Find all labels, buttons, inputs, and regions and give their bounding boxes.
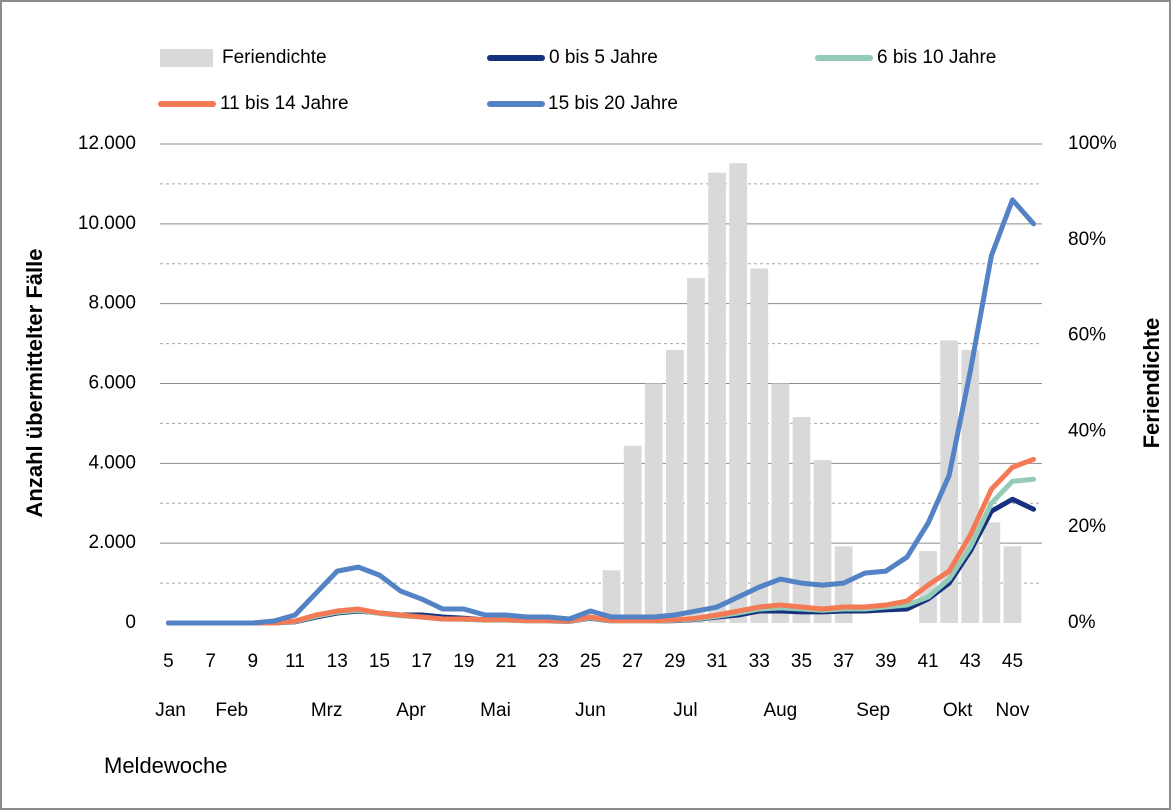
legend-label: 6 bis 10 Jahre <box>877 47 996 68</box>
y-tick-label: 8.000 <box>88 293 136 314</box>
x-tick-label: 29 <box>664 651 685 672</box>
y2-tick-label: 0% <box>1068 612 1096 633</box>
bar <box>708 172 726 624</box>
x-tick-label: 19 <box>453 651 474 672</box>
bar <box>623 445 642 623</box>
x-tick-label: 13 <box>327 651 348 672</box>
x-tick-label: 15 <box>369 651 390 672</box>
x-tick-label: 25 <box>580 651 601 672</box>
y-tick-label: 12.000 <box>78 133 136 154</box>
y2-tick-label: 100% <box>1068 133 1117 154</box>
x-tick-label: 5 <box>163 651 174 672</box>
x-tick-label: 43 <box>960 651 981 672</box>
bar <box>940 340 959 623</box>
y-axis-title: Anzahl übermittelter Fälle <box>22 249 47 518</box>
x-axis-title: Meldewoche <box>104 753 228 778</box>
month-label: Jan <box>155 700 186 721</box>
month-label: Sep <box>856 700 890 721</box>
x-tick-label: 45 <box>1002 651 1023 672</box>
x-tick-label: 39 <box>875 651 896 672</box>
y2-tick-label: 20% <box>1068 516 1106 537</box>
month-label: Mai <box>480 700 511 721</box>
y-tick-label: 2.000 <box>88 532 136 553</box>
x-tick-label: 11 <box>285 651 305 672</box>
x-tick-label: 41 <box>917 651 938 672</box>
x-tick-label: 7 <box>205 651 216 672</box>
y2-tick-label: 80% <box>1068 229 1106 250</box>
bar <box>982 522 1001 623</box>
month-label: Feb <box>215 700 248 721</box>
month-label: Apr <box>396 700 426 721</box>
y2-tick-label: 40% <box>1068 420 1106 441</box>
bar <box>771 383 790 623</box>
line-series <box>165 197 1037 626</box>
bar <box>687 278 705 623</box>
bar <box>729 163 748 623</box>
x-tick-label: 9 <box>248 651 259 672</box>
bar <box>644 383 663 623</box>
x-tick-label: 23 <box>538 651 559 672</box>
y-tick-label: 0 <box>125 612 136 633</box>
y-tick-label: 6.000 <box>88 373 136 394</box>
legend-label: Feriendichte <box>222 47 327 68</box>
month-label: Nov <box>996 700 1030 721</box>
line-series <box>165 456 1037 626</box>
x-tick-label: 27 <box>622 651 643 672</box>
x-tick-label: 31 <box>706 651 727 672</box>
month-label: Mrz <box>311 700 343 721</box>
x-tick-label: 37 <box>833 651 854 672</box>
y-tick-label: 10.000 <box>78 213 136 234</box>
bar <box>813 460 832 623</box>
legend-label: 15 bis 20 Jahre <box>548 93 678 114</box>
x-tick-label: 17 <box>411 651 432 672</box>
month-label: Aug <box>763 700 797 721</box>
month-label: Jun <box>575 700 606 721</box>
y2-tick-label: 60% <box>1068 325 1106 346</box>
x-tick-label: 35 <box>791 651 812 672</box>
bar <box>1003 546 1022 623</box>
month-label: Jul <box>673 700 697 721</box>
x-tick-label: 21 <box>495 651 516 672</box>
legend-label: 11 bis 14 Jahre <box>220 93 349 114</box>
x-tick-label: 33 <box>749 651 770 672</box>
month-label: Okt <box>943 700 973 721</box>
bar <box>602 570 621 623</box>
legend-label: 0 bis 5 Jahre <box>549 47 658 68</box>
y-tick-label: 4.000 <box>88 452 136 473</box>
bar <box>792 417 811 623</box>
bar <box>750 268 769 623</box>
bar <box>665 349 684 623</box>
legend-swatch <box>160 49 213 67</box>
y2-axis-title: Feriendichte <box>1139 318 1164 449</box>
